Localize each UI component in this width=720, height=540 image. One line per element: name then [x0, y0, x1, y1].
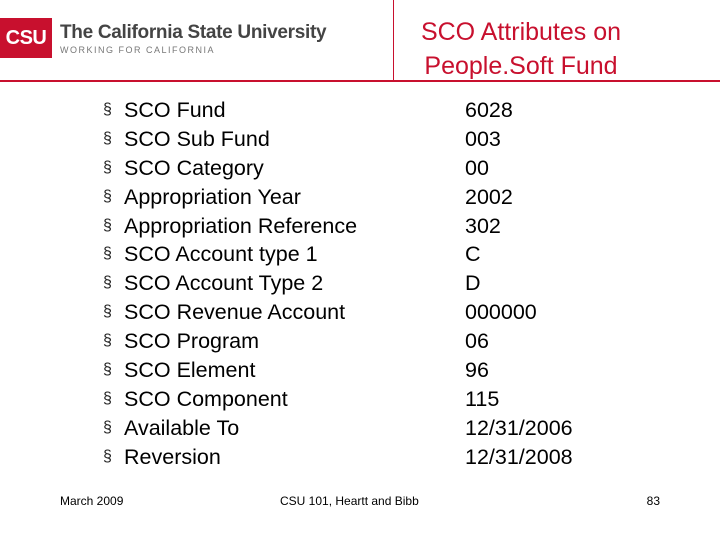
- bullet-icon: §: [103, 129, 112, 147]
- attribute-value: 12/31/2006: [465, 415, 573, 440]
- csu-logo-mark: CSU: [0, 18, 52, 58]
- attribute-label: Appropriation Reference: [124, 213, 358, 238]
- attribute-label-item: § SCO Category: [103, 154, 357, 183]
- attribute-label: SCO Account Type 2: [124, 271, 324, 296]
- attribute-value: 000000: [465, 300, 537, 325]
- attribute-label: SCO Fund: [124, 98, 226, 122]
- footer-course: CSU 101, Heartt and Bibb: [280, 494, 419, 508]
- attribute-value-list: 6028 003 00 2002 302 C D 000000 06 96 115 12/31/200…: [465, 96, 573, 472]
- attribute-label-item: § SCO Revenue Account: [103, 298, 357, 327]
- logo-subtitle: WORKING FOR CALIFORNIA: [60, 45, 216, 55]
- attribute-label-item: § SCO Element: [103, 356, 357, 385]
- attribute-label: SCO Element: [124, 358, 256, 383]
- slide-title-line1: SCO Attributes on: [420, 18, 622, 46]
- attribute-value: C: [465, 242, 481, 267]
- footer-date: March 2009: [60, 494, 124, 508]
- attribute-label: SCO Category: [124, 155, 264, 180]
- attribute-label-list: § SCO Fund § SCO Sub Fund § SCO Category § Appr…: [103, 96, 357, 472]
- bullet-icon: §: [103, 447, 112, 465]
- attribute-label-item: § SCO Component: [103, 385, 357, 414]
- attribute-label: SCO Component: [124, 386, 288, 411]
- header-vertical-rule: [393, 0, 394, 82]
- attribute-label: SCO Program: [124, 329, 260, 354]
- bullet-icon: §: [103, 158, 112, 176]
- bullet-icon: §: [103, 303, 112, 321]
- slide-title-line2: People.Soft Fund: [424, 52, 618, 80]
- attribute-value: 06: [465, 329, 489, 354]
- attribute-value: 003: [465, 126, 501, 151]
- attribute-label: Reversion: [124, 444, 221, 469]
- bullet-icon: §: [103, 245, 112, 263]
- attribute-value: 6028: [465, 98, 513, 122]
- bullet-icon: §: [103, 418, 112, 436]
- attribute-label-item: § SCO Program: [103, 327, 357, 356]
- logo-title: The California State University: [60, 22, 327, 43]
- bullet-icon: §: [103, 216, 112, 234]
- bullet-icon: §: [103, 332, 112, 350]
- attribute-value: 302: [465, 213, 501, 238]
- attribute-value: 00: [465, 155, 489, 180]
- bullet-icon: §: [103, 389, 112, 407]
- attribute-label-item: § Appropriation Reference: [103, 212, 357, 241]
- attribute-label: SCO Revenue Account: [124, 300, 346, 325]
- attribute-label: Appropriation Year: [124, 184, 301, 209]
- bullet-icon: §: [103, 274, 112, 292]
- attribute-label-item: § SCO Account type 1: [103, 240, 357, 269]
- attribute-label: Available To: [124, 415, 240, 440]
- csu-logo: CSU The California State University WORK…: [0, 18, 327, 58]
- attribute-label-item: § Reversion: [103, 443, 357, 472]
- attribute-label-item: § Available To: [103, 414, 357, 443]
- attribute-value: D: [465, 271, 481, 296]
- attribute-value: 12/31/2008: [465, 444, 573, 469]
- attribute-label-item: § SCO Fund: [103, 96, 357, 125]
- bullet-icon: §: [103, 361, 112, 379]
- bullet-icon: §: [103, 187, 112, 205]
- attribute-label-item: § Appropriation Year: [103, 183, 357, 212]
- attribute-label-item: § SCO Account Type 2: [103, 269, 357, 298]
- header-divider: [0, 80, 720, 82]
- attribute-value: 115: [465, 386, 500, 411]
- slide-title: SCO Attributes on People.Soft Fund: [395, 15, 647, 83]
- attribute-value: 2002: [465, 184, 513, 209]
- page-number: 83: [646, 494, 660, 508]
- attribute-label: SCO Sub Fund: [124, 126, 270, 151]
- attribute-label-item: § SCO Sub Fund: [103, 125, 357, 154]
- attribute-label: SCO Account type 1: [124, 242, 318, 267]
- attribute-value: 96: [465, 358, 489, 383]
- bullet-icon: §: [103, 101, 112, 118]
